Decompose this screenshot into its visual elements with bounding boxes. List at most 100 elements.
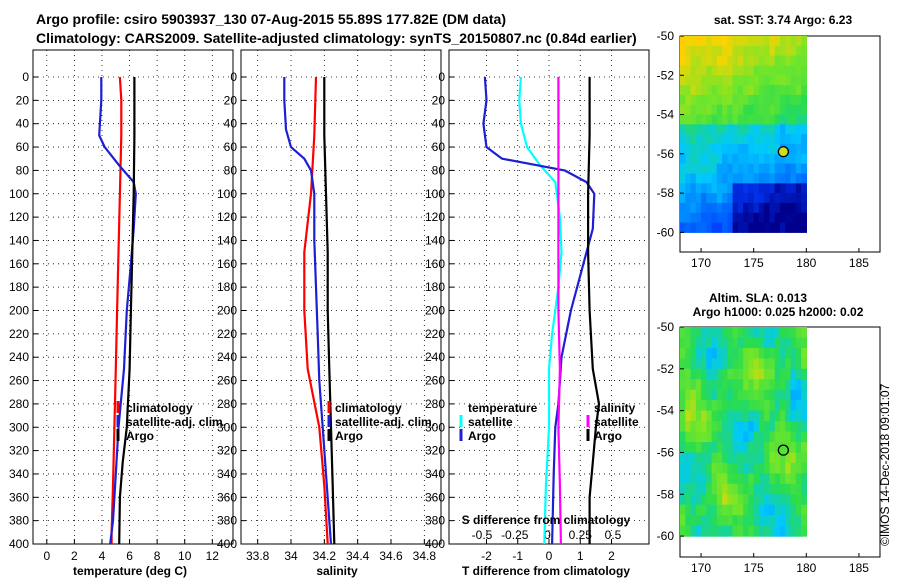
map-cell [727, 153, 734, 165]
map-cell [743, 55, 750, 66]
map-cell [706, 222, 713, 233]
map-cell [706, 494, 713, 506]
map-cell [680, 114, 686, 125]
map-cell [743, 389, 750, 401]
map-cell [780, 153, 786, 165]
map-cell [695, 483, 702, 495]
map-cell [727, 389, 734, 401]
map-cell [690, 85, 697, 96]
map-cell [701, 337, 707, 349]
map-cell [701, 114, 707, 125]
map-cell [690, 212, 697, 224]
map-cell [790, 94, 797, 106]
difference-top-x-ticks: -0.5 -0.25 0 0.25 0.5 [472, 528, 622, 542]
map-cell [785, 389, 792, 401]
map-cell [758, 368, 765, 380]
map-cell [685, 75, 692, 86]
map-cell [795, 173, 802, 184]
map-cell [801, 124, 807, 135]
map-cell [722, 515, 728, 527]
map-cell [680, 379, 686, 391]
map-cell [716, 94, 723, 106]
map-cell [716, 45, 723, 57]
map-cell [706, 431, 713, 443]
map-cell [769, 431, 776, 443]
map-cell [790, 202, 797, 214]
map-cell [769, 442, 776, 454]
map-cell [722, 358, 728, 370]
map-cell [680, 504, 686, 516]
map-cell [711, 442, 718, 454]
map-cell [680, 124, 686, 135]
map-cell [743, 483, 750, 495]
series-satellite-adj-clim [98, 77, 137, 545]
map-cell [685, 368, 692, 380]
argo-position-marker [777, 444, 790, 456]
map-cell [695, 222, 702, 233]
map-cell [785, 462, 792, 474]
map-cell [685, 389, 692, 401]
map-cell [774, 462, 781, 474]
map-cell [716, 421, 723, 433]
map-cell [680, 45, 686, 57]
map-cell [722, 462, 728, 474]
map-cell [722, 222, 728, 233]
map-cell [711, 222, 718, 233]
map-x-tick-label: 185 [849, 256, 869, 270]
map-cell [711, 483, 718, 495]
salinity-grid [241, 50, 441, 545]
map-cell [737, 431, 744, 443]
map-cell [774, 358, 781, 370]
y-tick-label: 40 [16, 117, 30, 131]
sst-map-panel: sat. SST: 3.74 Argo: 6.23 170 175 180 185 -5… [657, 13, 881, 270]
map-cell [701, 494, 707, 506]
map-cell [743, 212, 750, 224]
map-cell [732, 94, 739, 106]
map-cell [769, 163, 776, 174]
map-cell [774, 337, 781, 349]
map-y-tick-label: -56 [657, 445, 675, 459]
map-cell [706, 75, 713, 86]
map-cell [716, 504, 723, 516]
map-cell [764, 337, 771, 349]
map-cell [680, 202, 686, 214]
top-x-tick-label: 0.25 [569, 528, 593, 542]
map-cell [774, 163, 781, 174]
sst-argo-marker [777, 146, 790, 158]
map-cell [774, 452, 781, 464]
map-cell [690, 94, 697, 106]
map-cell [732, 347, 739, 359]
y-tick-label: 280 [217, 397, 237, 411]
map-cell [690, 55, 697, 66]
map-cell [695, 94, 702, 106]
map-cell [758, 36, 765, 47]
map-cell [753, 134, 760, 145]
map-cell [748, 504, 755, 516]
map-cell [732, 193, 739, 204]
map-cell [769, 55, 776, 66]
map-cell [785, 212, 792, 224]
map-cell [764, 104, 771, 116]
y-tick-label: 140 [425, 233, 445, 247]
map-cell [732, 368, 739, 380]
map-cell [769, 85, 776, 96]
map-cell [732, 36, 739, 47]
map-cell [785, 124, 792, 135]
map-cell [701, 36, 707, 47]
map-cell [753, 347, 760, 359]
map-cell [737, 153, 744, 165]
map-cell [764, 515, 771, 527]
map-cell [690, 144, 697, 155]
temperature-curves [98, 76, 137, 545]
map-cell [795, 442, 802, 454]
map-cell [764, 75, 771, 86]
map-cell [764, 114, 771, 125]
map-cell [722, 431, 728, 443]
map-cell [780, 462, 786, 474]
sla-map-title-line1: Altim. SLA: 0.013 [709, 291, 807, 305]
map-cell [753, 368, 760, 380]
map-cell [769, 483, 776, 495]
map-cell [680, 183, 686, 194]
map-cell [737, 368, 744, 380]
map-cell [769, 347, 776, 359]
